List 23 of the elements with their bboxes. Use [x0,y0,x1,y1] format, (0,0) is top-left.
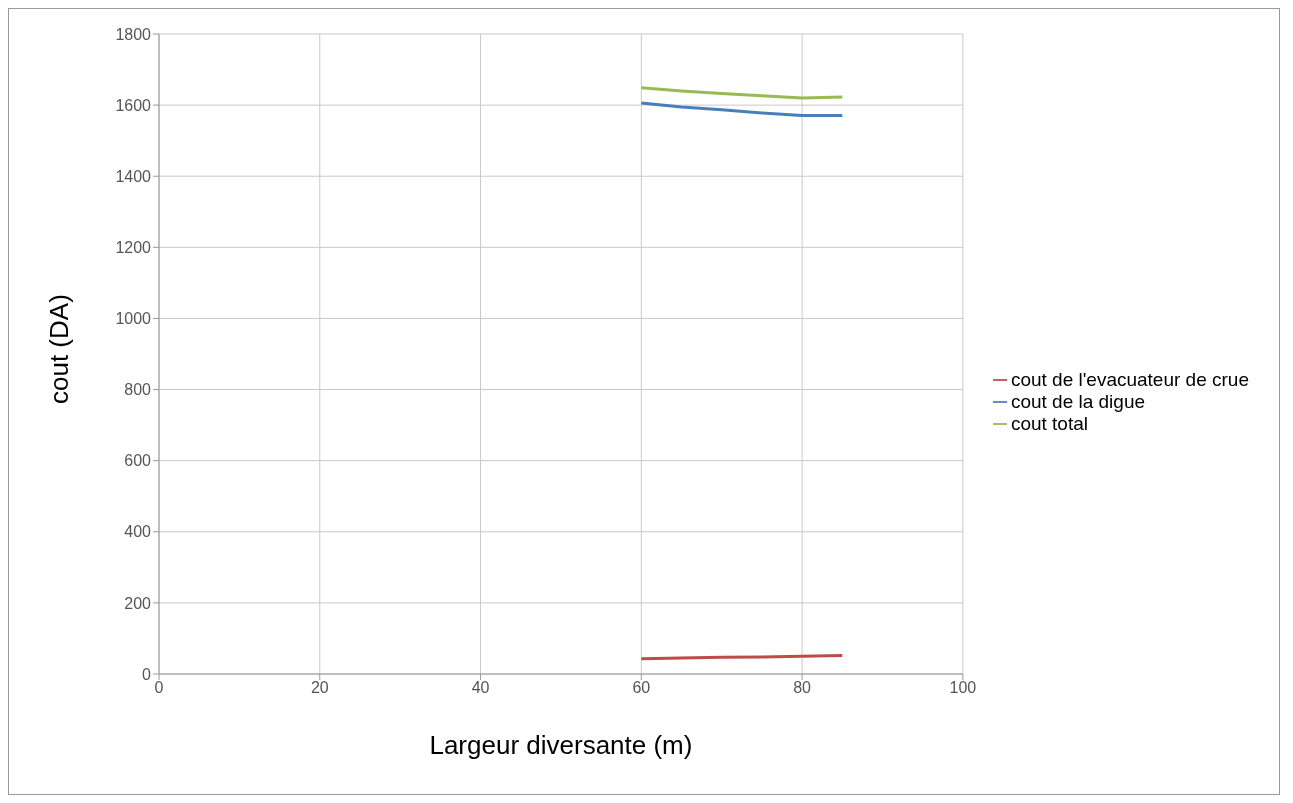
y-tick-label: 1600 [115,96,152,114]
legend-label: cout de l'evacuateur de crue [1010,368,1249,390]
y-tick-label: 200 [124,594,152,612]
y-tick-label: 400 [124,523,152,541]
x-tick-label: 40 [471,679,490,697]
line-series [639,101,844,117]
x-tick-label: 0 [154,679,164,697]
y-tick-label: 600 [124,452,152,470]
y-tick-label: 1400 [115,167,152,185]
x-tick-label: 100 [949,679,977,697]
y-tick-label: 800 [124,381,152,399]
legend-label: cout total [1010,412,1088,434]
x-axis-title: Largeur diversante (m) [429,730,693,760]
x-tick-label: 80 [793,679,812,697]
legend-label: cout de la digue [1010,390,1146,412]
y-tick-label: 0 [142,665,152,683]
y-tick-label: 1200 [115,239,152,257]
line-series [639,86,844,100]
x-tick-label: 60 [632,679,651,697]
y-tick-label: 1800 [115,25,152,43]
x-tick-label: 20 [310,679,329,697]
y-axis-title: cout (DA) [44,294,75,404]
y-tick-label: 1000 [115,310,152,328]
